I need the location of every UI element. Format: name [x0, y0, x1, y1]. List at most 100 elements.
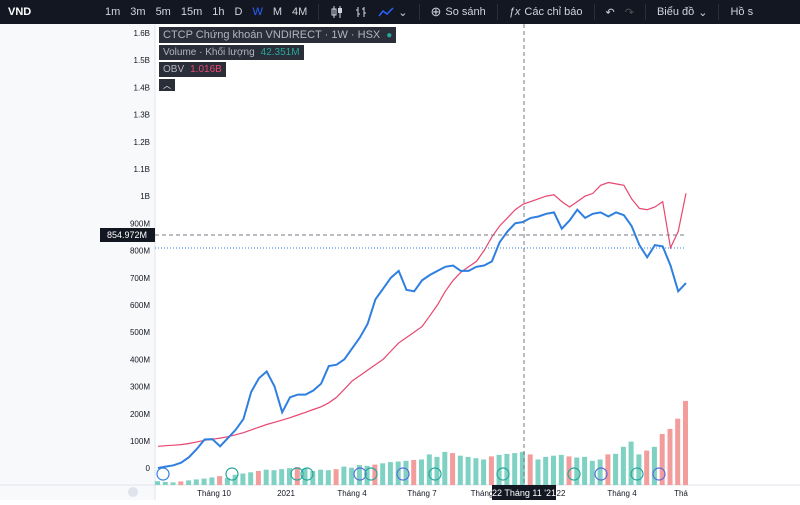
event-marker-icon[interactable] — [156, 467, 170, 481]
obv-value: 1.016B — [190, 64, 222, 75]
chevron-down-icon: ⌄ — [698, 6, 708, 19]
scroll-handle[interactable] — [128, 487, 138, 497]
volume-bar — [620, 446, 626, 486]
timeframe-4m[interactable]: 4M — [292, 6, 308, 18]
obv-ma-series-line — [157, 181, 687, 447]
y-tick-label: 1.5B — [134, 56, 150, 65]
dot-icon: ● — [386, 29, 393, 41]
timeframe-5m[interactable]: 5m — [155, 6, 171, 18]
volume-bar — [675, 418, 681, 485]
symbol-label[interactable]: VND — [8, 6, 32, 18]
event-marker-icon[interactable] — [364, 467, 378, 481]
y-tick-label: 1.6B — [134, 29, 150, 38]
event-marker-icon[interactable] — [652, 467, 666, 481]
line-chart-icon[interactable]: ⌄ — [373, 5, 412, 19]
event-marker-icon[interactable] — [300, 467, 314, 481]
timeframe-d[interactable]: D — [234, 6, 243, 18]
timeframe-15m[interactable]: 15m — [180, 6, 203, 18]
chart-svg[interactable]: 1.6B 1.5B 1.4B 1.3B 1.2B 1.1B 1B 900M 800M 700M 60… — [0, 24, 800, 500]
y-tick-label: 1.1B — [134, 165, 150, 174]
compare-label: So sánh — [445, 6, 486, 18]
legend-obv-row[interactable]: OBV 1.016B — [159, 62, 226, 77]
toolbar-divider — [644, 4, 646, 20]
y-tick-label: 400M — [130, 355, 150, 364]
volume-bar — [170, 482, 176, 485]
event-marker-icon[interactable] — [567, 467, 581, 481]
volume-bar — [255, 471, 261, 485]
volume-bar — [574, 457, 580, 485]
timeframe-1h[interactable]: 1h — [212, 6, 225, 18]
event-marker-icon[interactable] — [353, 467, 367, 481]
volume-bar — [318, 469, 324, 485]
toolbar-divider — [496, 4, 498, 20]
volume-bar — [364, 465, 370, 485]
event-marker-icon[interactable] — [594, 467, 608, 481]
chart-area[interactable]: 1.6B 1.5B 1.4B 1.3B 1.2B 1.1B 1B 900M 800M 700M 60… — [0, 24, 800, 500]
x-tick-label: Thá — [674, 489, 688, 498]
volume-bar — [605, 454, 611, 485]
volume-bar — [535, 459, 541, 485]
volume-bar — [279, 469, 285, 485]
legend-volume-row[interactable]: Volume · Khối lượng 42.351M — [159, 45, 304, 60]
x-tick-label: Tháng 4 — [607, 489, 637, 498]
timeframe-3m[interactable]: 3m — [130, 6, 146, 18]
event-marker-icon[interactable] — [290, 467, 304, 481]
timeframe-w[interactable]: W — [252, 6, 263, 18]
volume-bar — [217, 476, 223, 485]
volume-bar — [395, 461, 401, 485]
legend-title: CTCP Chứng khoán VNDIRECT · 1W · HSX — [163, 29, 381, 41]
event-marker-icon[interactable] — [225, 467, 239, 481]
volume-bar — [310, 471, 316, 485]
toolbar-divider — [318, 4, 320, 20]
volume-bar — [178, 481, 184, 485]
volume-bar — [512, 453, 518, 485]
profile-menu-button[interactable]: Hồ s — [730, 6, 754, 18]
y-tick-label: 300M — [130, 383, 150, 392]
legend-title-row[interactable]: CTCP Chứng khoán VNDIRECT · 1W · HSX ● — [159, 27, 397, 43]
collapse-icon[interactable]: ︿ — [159, 79, 175, 91]
chart-menu-label: Biểu đồ — [656, 6, 695, 18]
event-marker-icon[interactable] — [428, 467, 442, 481]
chart-menu-button[interactable]: Biểu đồ ⌄ — [652, 6, 713, 19]
volume-bar — [209, 477, 215, 486]
timeframe-1m[interactable]: 1m — [105, 6, 121, 18]
event-marker-icon[interactable] — [496, 467, 510, 481]
volume-bar — [372, 464, 378, 485]
x-tick-label: Tháng 4 — [337, 489, 367, 498]
volume-bar — [186, 480, 192, 485]
timeframe-m[interactable]: M — [272, 6, 283, 18]
volume-bar — [349, 467, 355, 485]
volume-bars — [155, 400, 688, 486]
y-tick-label: 1.3B — [134, 111, 150, 120]
obv-label: OBV — [163, 64, 185, 75]
x-tick-label: Tháng — [471, 489, 494, 498]
volume-bar — [450, 453, 456, 485]
y-tick-label: 1B — [140, 192, 150, 201]
y-tick-label: 800M — [130, 247, 150, 256]
candlestick-icon[interactable] — [325, 5, 349, 19]
volume-bar — [667, 428, 673, 485]
volume-bar — [201, 478, 207, 485]
volume-bar — [294, 467, 300, 485]
function-icon: ƒx — [508, 6, 521, 18]
volume-bar — [628, 441, 634, 485]
undo-icon[interactable]: ↶ — [605, 6, 615, 19]
y-tick-label: 900M — [130, 219, 150, 228]
redo-icon[interactable]: ↷ — [624, 6, 634, 19]
event-marker-icon[interactable] — [630, 467, 644, 481]
indicators-button[interactable]: ƒx Các chỉ báo — [504, 6, 588, 18]
y-tick-label: 600M — [130, 301, 150, 310]
compare-button[interactable]: ⊕ So sánh — [426, 4, 491, 20]
volume-bar — [419, 459, 424, 485]
y-tick-label: 1.4B — [134, 83, 150, 92]
crosshair-price-tag — [100, 228, 155, 242]
event-marker-icon[interactable] — [396, 467, 410, 481]
volume-label: Volume · Khối lượng — [163, 47, 255, 58]
volume-bar — [240, 473, 246, 485]
volume-bar — [356, 465, 362, 485]
volume-bar — [597, 459, 603, 485]
volume-bar — [434, 456, 440, 485]
bar-chart-icon[interactable] — [349, 5, 373, 19]
toolbar-divider — [418, 4, 420, 20]
x-tick-label: 2021 — [277, 489, 295, 498]
